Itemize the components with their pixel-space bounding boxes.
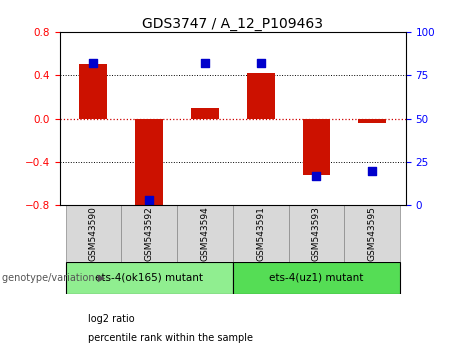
FancyBboxPatch shape xyxy=(65,262,233,294)
Text: ets-4(uz1) mutant: ets-4(uz1) mutant xyxy=(269,273,364,283)
Point xyxy=(146,197,153,203)
Point xyxy=(201,60,209,66)
Text: GSM543594: GSM543594 xyxy=(201,206,209,261)
FancyBboxPatch shape xyxy=(65,205,121,262)
FancyBboxPatch shape xyxy=(121,205,177,262)
Point xyxy=(257,60,264,66)
Bar xyxy=(302,119,331,175)
Text: GSM543593: GSM543593 xyxy=(312,206,321,261)
FancyBboxPatch shape xyxy=(344,205,400,262)
Bar xyxy=(358,119,386,123)
Bar xyxy=(191,108,219,119)
Bar xyxy=(247,73,275,119)
FancyBboxPatch shape xyxy=(289,205,344,262)
Text: percentile rank within the sample: percentile rank within the sample xyxy=(88,333,253,343)
Text: genotype/variation ▶: genotype/variation ▶ xyxy=(2,273,106,283)
Text: GSM543595: GSM543595 xyxy=(368,206,377,261)
Text: ets-4(ok165) mutant: ets-4(ok165) mutant xyxy=(95,273,203,283)
Point xyxy=(368,168,376,173)
Title: GDS3747 / A_12_P109463: GDS3747 / A_12_P109463 xyxy=(142,17,323,31)
Text: GSM543590: GSM543590 xyxy=(89,206,98,261)
FancyBboxPatch shape xyxy=(177,205,233,262)
Text: log2 ratio: log2 ratio xyxy=(88,314,134,324)
Point xyxy=(90,60,97,66)
FancyBboxPatch shape xyxy=(233,262,400,294)
Bar xyxy=(79,64,107,119)
Bar xyxy=(135,119,163,205)
Text: GSM543591: GSM543591 xyxy=(256,206,265,261)
Text: GSM543592: GSM543592 xyxy=(145,206,154,261)
Point xyxy=(313,173,320,179)
FancyBboxPatch shape xyxy=(233,205,289,262)
